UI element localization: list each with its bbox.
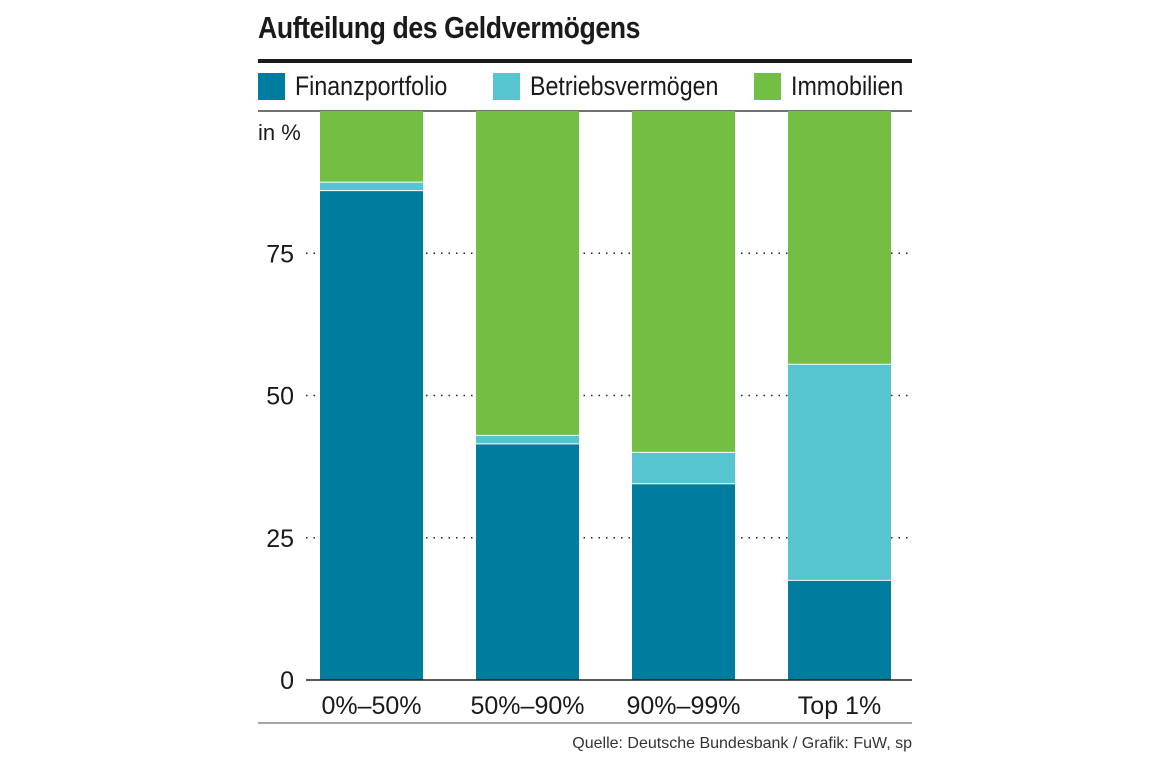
bar-1-betriebsverm-gen xyxy=(476,435,579,444)
x-tick-label-0: 0%–50% xyxy=(321,692,421,720)
legend-item-finanzportfolio: Finanzportfolio xyxy=(258,68,472,104)
legend-swatch-finanzportfolio xyxy=(258,72,285,100)
bar-1-immobilien xyxy=(476,111,579,436)
legend: Finanzportfolio Betriebsvermögen Immobil… xyxy=(258,68,912,104)
bar-3-finanzportfolio xyxy=(788,580,891,680)
bar-1-finanzportfolio xyxy=(476,443,579,680)
bar-2-finanzportfolio xyxy=(632,483,735,680)
legend-label-immobilien: Immobilien xyxy=(791,70,904,101)
bar-0-finanzportfolio xyxy=(320,190,423,680)
y-tick-label-0: 0 xyxy=(280,667,294,695)
x-tick-label-2: 90%–99% xyxy=(627,692,741,720)
chart-title: Aufteilung des Geldvermögens xyxy=(258,10,641,45)
y-tick-label-25: 25 xyxy=(266,525,294,553)
bar-2-betriebsverm-gen xyxy=(632,452,735,484)
legend-label-finanzportfolio: Finanzportfolio xyxy=(295,70,448,101)
y-axis-label: in % xyxy=(258,120,301,145)
bar-2-immobilien xyxy=(632,111,735,453)
bar-3-immobilien xyxy=(788,111,891,365)
legend-swatch-immobilien xyxy=(754,72,781,100)
legend-label-betriebsvermoegen: Betriebsvermögen xyxy=(530,70,719,101)
legend-item-betriebsvermoegen: Betriebsvermögen xyxy=(493,68,749,104)
y-tick-label-50: 50 xyxy=(266,383,294,411)
legend-swatch-betriebsvermoegen xyxy=(493,72,520,100)
bar-0-betriebsverm-gen xyxy=(320,182,423,191)
bar-3-betriebsverm-gen xyxy=(788,364,891,581)
bar-0-immobilien xyxy=(320,111,423,183)
title-rule xyxy=(258,59,912,63)
source-note: Quelle: Deutsche Bundesbank / Grafik: Fu… xyxy=(572,735,912,752)
x-tick-label-1: 50%–90% xyxy=(471,692,585,720)
y-tick-label-75: 75 xyxy=(266,240,294,268)
x-tick-label-3: Top 1% xyxy=(798,692,881,720)
legend-item-immobilien: Immobilien xyxy=(754,68,922,104)
